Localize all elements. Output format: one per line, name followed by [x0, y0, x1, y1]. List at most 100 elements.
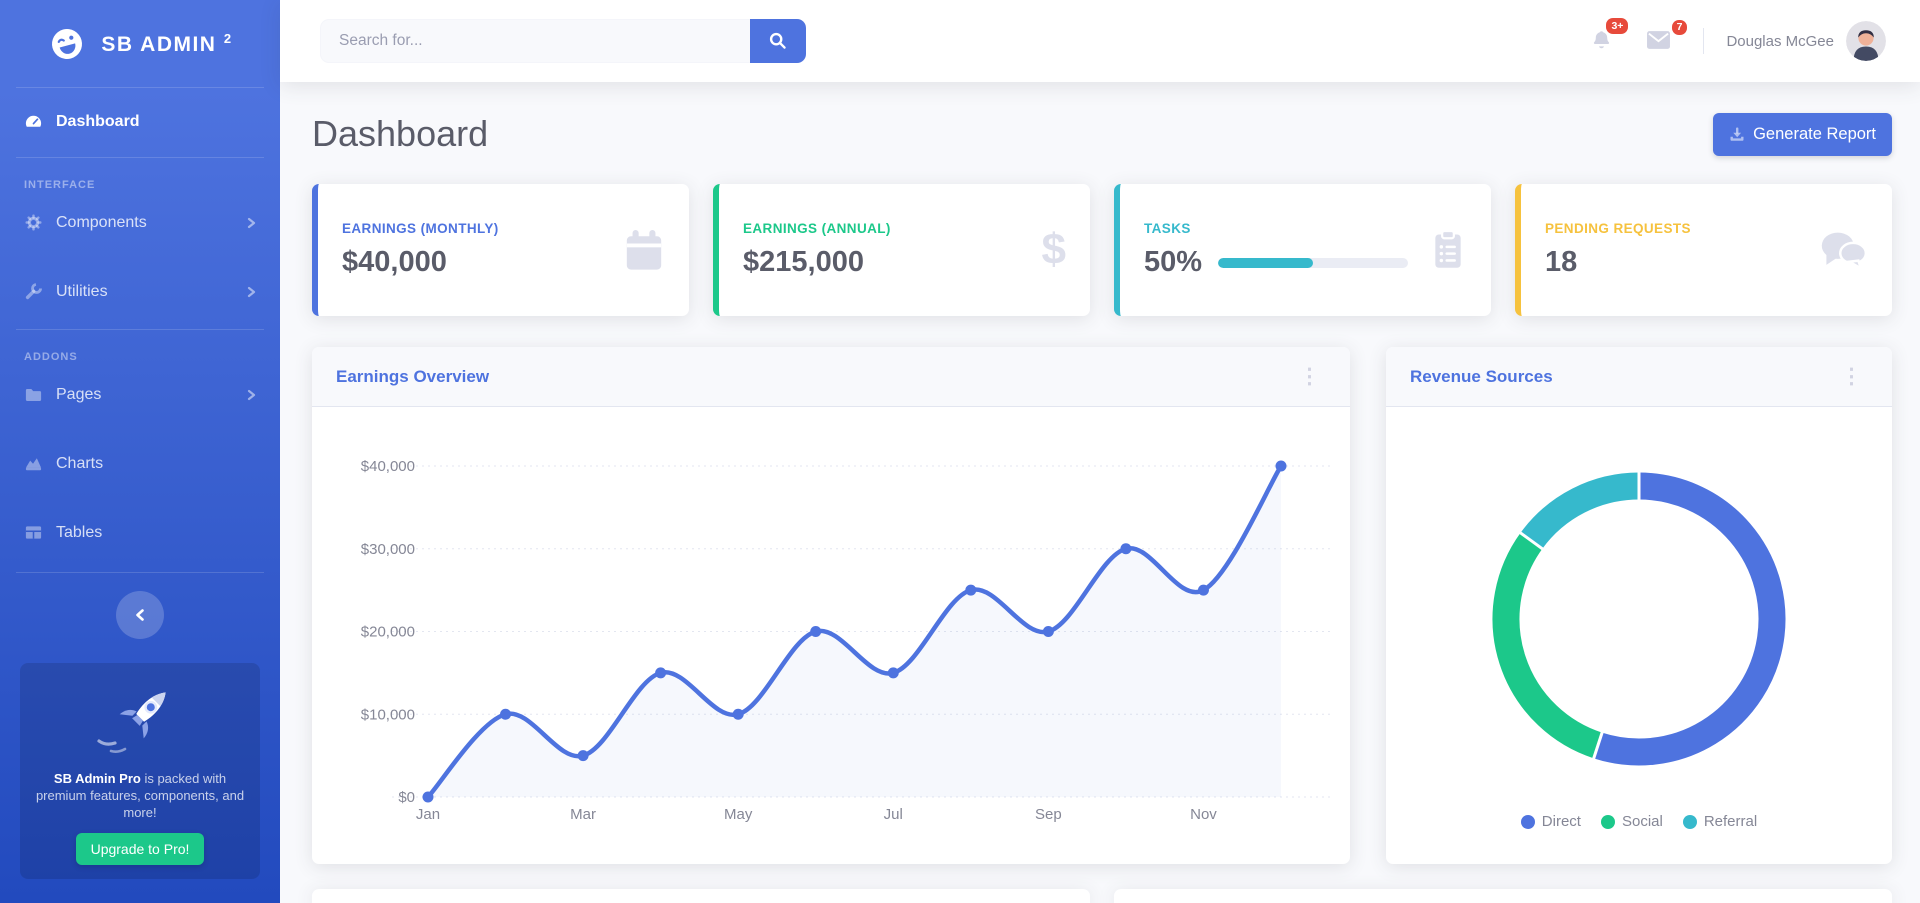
- sidebar-heading-addons: ADDONS: [24, 351, 78, 363]
- sidebar-item-label: Components: [56, 213, 147, 231]
- sidebar-item-pages[interactable]: Pages: [0, 367, 280, 422]
- sidebar-toggle-button[interactable]: [116, 591, 164, 639]
- sidebar-item-components[interactable]: Components: [0, 195, 280, 250]
- revenue-chart-body: Direct Social Referral: [1386, 407, 1892, 830]
- svg-text:$0: $0: [398, 789, 415, 806]
- sidebar-item-label: Utilities: [56, 282, 108, 300]
- chevron-right-icon: [247, 389, 256, 400]
- earnings-overview-header: Earnings Overview ⋮: [312, 347, 1350, 407]
- upgrade-to-pro-button[interactable]: Upgrade to Pro!: [75, 833, 205, 865]
- svg-text:Jul: Jul: [884, 806, 903, 823]
- stat-card-label: EARNINGS (ANNUAL): [743, 221, 891, 236]
- stat-card-label: TASKS: [1144, 221, 1191, 236]
- search-input[interactable]: [320, 19, 750, 63]
- legend-item-direct[interactable]: Direct: [1520, 813, 1581, 830]
- alerts-badge: 3+: [1606, 18, 1629, 34]
- sidebar: SB ADMIN 2 Dashboard INTERFACE: [0, 0, 280, 903]
- svg-text:$20,000: $20,000: [361, 624, 415, 641]
- legend-label: Referral: [1703, 813, 1758, 830]
- sidebar-upsell-card: SB Admin Pro is packed with premium feat…: [20, 663, 260, 879]
- legend-item-social[interactable]: Social: [1600, 813, 1663, 830]
- sidebar-item-tables[interactable]: Tables: [0, 505, 280, 560]
- page-content: Dashboard Generate Report: [280, 82, 1920, 903]
- sidebar-item-charts[interactable]: Charts: [0, 436, 280, 491]
- sidebar-item-label: Charts: [56, 454, 104, 472]
- sidebar-divider: [16, 157, 264, 158]
- topbar-actions: 3+ 7 Douglas McGee: [1563, 18, 1886, 61]
- page-title: Dashboard: [312, 113, 489, 154]
- search-bar: [320, 19, 806, 63]
- bell-icon: [1594, 31, 1610, 49]
- legend-dot: [1520, 814, 1535, 829]
- messages-badge: 7: [1671, 19, 1688, 35]
- card-menu-button[interactable]: ⋮: [1293, 364, 1326, 389]
- folder-icon: [25, 388, 42, 401]
- stat-card-label: PENDING REQUESTS: [1545, 221, 1691, 236]
- user-avatar: [1846, 21, 1886, 61]
- chevron-right-icon: [247, 286, 256, 297]
- sidebar-divider: [16, 87, 264, 88]
- search-button[interactable]: [750, 19, 806, 63]
- sidebar-item-label: Dashboard: [56, 112, 140, 130]
- svg-text:$30,000: $30,000: [361, 541, 415, 558]
- cog-icon: [25, 214, 42, 231]
- stat-card-tasks: TASKS 50%: [1114, 184, 1491, 316]
- card-menu-button[interactable]: ⋮: [1835, 364, 1868, 389]
- brand-link[interactable]: SB ADMIN 2: [0, 0, 280, 87]
- tachometer-icon: [25, 115, 42, 127]
- legend-label: Social: [1621, 813, 1663, 830]
- legend-dot: [1682, 814, 1697, 829]
- alerts-button[interactable]: 3+: [1585, 18, 1629, 60]
- stat-card-earnings-annual: EARNINGS (ANNUAL) $215,000 $: [713, 184, 1090, 316]
- svg-text:Mar: Mar: [570, 806, 596, 823]
- dollar-sign-icon: $: [1041, 225, 1066, 274]
- sidebar-heading-interface: INTERFACE: [24, 179, 96, 191]
- page-header: Dashboard Generate Report: [312, 112, 1892, 156]
- topbar: 3+ 7 Douglas McGee: [280, 0, 1920, 82]
- earnings-chart-body: $0 $10,000 $20,000 $30,000 $40,000 Jan Mar May J…: [312, 407, 1350, 864]
- table-icon: [25, 526, 42, 539]
- generate-report-button[interactable]: Generate Report: [1713, 112, 1892, 156]
- brand-title: SB ADMIN 2: [101, 30, 233, 56]
- user-menu[interactable]: Douglas McGee: [1726, 21, 1886, 61]
- revenue-sources-header: Revenue Sources ⋮: [1386, 347, 1892, 407]
- sidebar-card-text: SB Admin Pro is packed with premium feat…: [35, 771, 245, 820]
- svg-text:Jan: Jan: [416, 806, 440, 823]
- revenue-donut-chart: [1492, 470, 1786, 766]
- messages-button[interactable]: 7: [1640, 19, 1688, 59]
- svg-text:Nov: Nov: [1190, 806, 1217, 823]
- svg-text:$40,000: $40,000: [361, 458, 415, 475]
- sidebar-divider: [16, 572, 264, 573]
- tasks-progress-bar: [1218, 257, 1409, 268]
- chevron-right-icon: [247, 217, 256, 228]
- partial-card: [312, 889, 1090, 903]
- sidebar-item-dashboard[interactable]: Dashboard: [0, 92, 280, 151]
- legend-dot: [1600, 814, 1615, 829]
- comments-icon: [1821, 232, 1868, 270]
- sidebar-item-utilities[interactable]: Utilities: [0, 264, 280, 319]
- svg-text:Sep: Sep: [1035, 806, 1062, 823]
- partial-card: [1114, 889, 1892, 903]
- topbar-divider: [1703, 28, 1705, 54]
- svg-text:$10,000: $10,000: [361, 706, 415, 723]
- tasks-progress-fill: [1218, 257, 1314, 268]
- legend-label: Direct: [1541, 813, 1581, 830]
- stat-card-label: EARNINGS (MONTHLY): [342, 221, 499, 236]
- download-icon: [1730, 127, 1744, 141]
- earnings-line-chart: $0 $10,000 $20,000 $30,000 $40,000 Jan Mar May J…: [361, 458, 1330, 823]
- chevron-left-icon: [136, 609, 144, 621]
- revenue-sources-title: Revenue Sources: [1410, 366, 1553, 386]
- charts-row: Earnings Overview ⋮ $0 $10,000 $20,000 $30,…: [312, 347, 1892, 864]
- search-icon: [769, 32, 786, 49]
- stat-card-value: 18: [1545, 246, 1578, 278]
- stat-card-earnings-monthly: EARNINGS (MONTHLY) $40,000: [312, 184, 689, 316]
- stat-card-value: $215,000: [743, 246, 864, 278]
- brand-sup: 2: [223, 30, 233, 46]
- stat-card-value: 50%: [1144, 246, 1203, 278]
- envelope-icon: [1647, 30, 1671, 49]
- rocket-illustration: [97, 692, 166, 753]
- revenue-sources-card: Revenue Sources ⋮ Direct Social Referral: [1386, 347, 1892, 864]
- generate-report-label: Generate Report: [1753, 124, 1876, 143]
- legend-item-referral[interactable]: Referral: [1682, 813, 1758, 830]
